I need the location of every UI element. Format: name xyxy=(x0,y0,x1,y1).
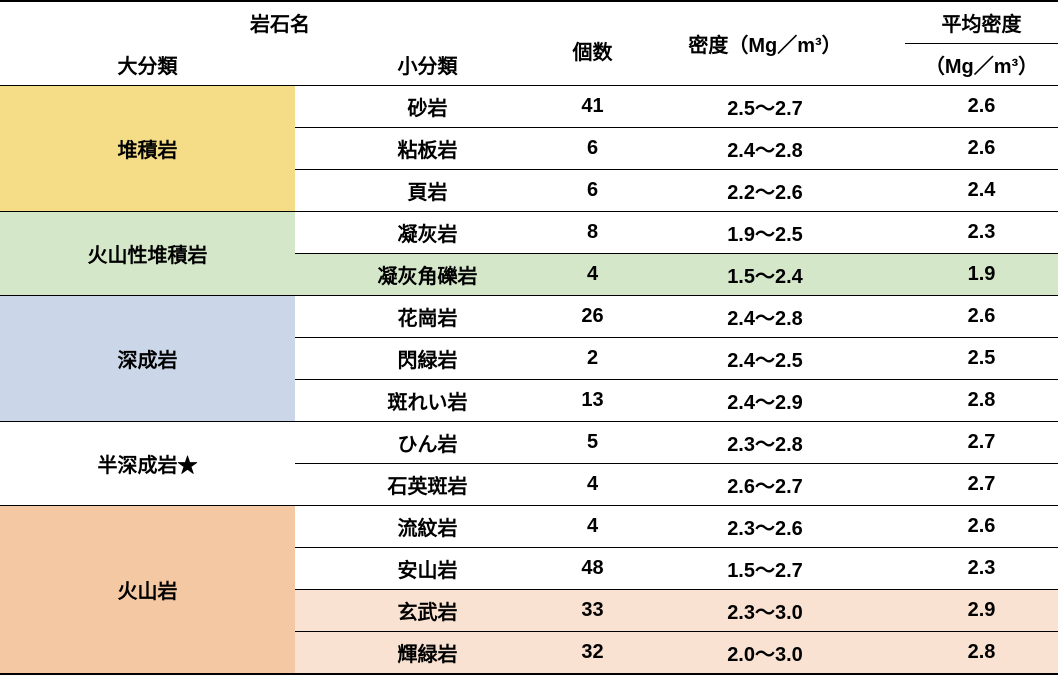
avg-density: 2.7 xyxy=(905,422,1058,464)
count-value: 32 xyxy=(560,632,625,675)
density-range: 2.0～3.0 xyxy=(625,632,905,675)
count-value: 26 xyxy=(560,296,625,338)
subcategory-label: 玄武岩 xyxy=(295,590,560,632)
subcategory-label: 頁岩 xyxy=(295,170,560,212)
avg-density: 2.6 xyxy=(905,86,1058,128)
avg-density: 2.5 xyxy=(905,338,1058,380)
avg-density: 2.9 xyxy=(905,590,1058,632)
density-range: 1.9～2.5 xyxy=(625,212,905,254)
subcategory-label: 安山岩 xyxy=(295,548,560,590)
table-row: 火山岩流紋岩42.3～2.62.6 xyxy=(0,506,1058,548)
category-label: 火山岩 xyxy=(0,506,295,675)
density-range: 1.5～2.7 xyxy=(625,548,905,590)
density-range: 2.4～2.8 xyxy=(625,296,905,338)
avg-density: 2.6 xyxy=(905,296,1058,338)
subcategory-label: 砂岩 xyxy=(295,86,560,128)
table-row: 半深成岩★ひん岩52.3～2.82.7 xyxy=(0,422,1058,464)
subcategory-label: 斑れい岩 xyxy=(295,380,560,422)
count-value: 8 xyxy=(560,212,625,254)
header-density: 密度（Mg／m³） xyxy=(625,1,905,86)
density-range: 2.3～2.6 xyxy=(625,506,905,548)
subcategory-label: 閃緑岩 xyxy=(295,338,560,380)
header-avg-unit: （Mg／m³） xyxy=(905,44,1058,86)
category-label: 深成岩 xyxy=(0,296,295,422)
avg-density: 2.6 xyxy=(905,506,1058,548)
subcategory-label: 粘板岩 xyxy=(295,128,560,170)
avg-density: 2.7 xyxy=(905,464,1058,506)
avg-density: 2.6 xyxy=(905,128,1058,170)
category-label: 火山性堆積岩 xyxy=(0,212,295,296)
header-minor-category: 小分類 xyxy=(295,44,560,86)
avg-density: 2.8 xyxy=(905,632,1058,675)
subcategory-label: 流紋岩 xyxy=(295,506,560,548)
table-row: 深成岩花崗岩262.4～2.82.6 xyxy=(0,296,1058,338)
density-range: 2.5～2.7 xyxy=(625,86,905,128)
count-value: 6 xyxy=(560,170,625,212)
rock-density-table: 岩石名個数密度（Mg／m³）平均密度大分類小分類（Mg／m³）堆積岩砂岩412.… xyxy=(0,0,1058,675)
count-value: 13 xyxy=(560,380,625,422)
subcategory-label: 輝緑岩 xyxy=(295,632,560,675)
density-range: 2.4～2.9 xyxy=(625,380,905,422)
header-major-category: 大分類 xyxy=(0,44,295,86)
subcategory-label: 花崗岩 xyxy=(295,296,560,338)
avg-density: 2.3 xyxy=(905,548,1058,590)
count-value: 4 xyxy=(560,506,625,548)
subcategory-label: 凝灰岩 xyxy=(295,212,560,254)
header-rock-name: 岩石名 xyxy=(0,1,560,44)
category-label: 半深成岩★ xyxy=(0,422,295,506)
avg-density: 2.8 xyxy=(905,380,1058,422)
density-range: 1.5～2.4 xyxy=(625,254,905,296)
table-row: 火山性堆積岩凝灰岩81.9～2.52.3 xyxy=(0,212,1058,254)
density-range: 2.3～2.8 xyxy=(625,422,905,464)
count-value: 6 xyxy=(560,128,625,170)
header-count: 個数 xyxy=(560,1,625,86)
density-range: 2.2～2.6 xyxy=(625,170,905,212)
count-value: 2 xyxy=(560,338,625,380)
subcategory-label: ひん岩 xyxy=(295,422,560,464)
subcategory-label: 石英斑岩 xyxy=(295,464,560,506)
category-label: 堆積岩 xyxy=(0,86,295,212)
header-avg-title: 平均密度 xyxy=(905,1,1058,44)
count-value: 4 xyxy=(560,464,625,506)
count-value: 5 xyxy=(560,422,625,464)
avg-density: 2.4 xyxy=(905,170,1058,212)
density-range: 2.4～2.5 xyxy=(625,338,905,380)
density-range: 2.4～2.8 xyxy=(625,128,905,170)
count-value: 48 xyxy=(560,548,625,590)
avg-density: 2.3 xyxy=(905,212,1058,254)
density-range: 2.3～3.0 xyxy=(625,590,905,632)
density-range: 2.6～2.7 xyxy=(625,464,905,506)
subcategory-label: 凝灰角礫岩 xyxy=(295,254,560,296)
count-value: 4 xyxy=(560,254,625,296)
avg-density: 1.9 xyxy=(905,254,1058,296)
count-value: 33 xyxy=(560,590,625,632)
count-value: 41 xyxy=(560,86,625,128)
table-row: 堆積岩砂岩412.5～2.72.6 xyxy=(0,86,1058,128)
